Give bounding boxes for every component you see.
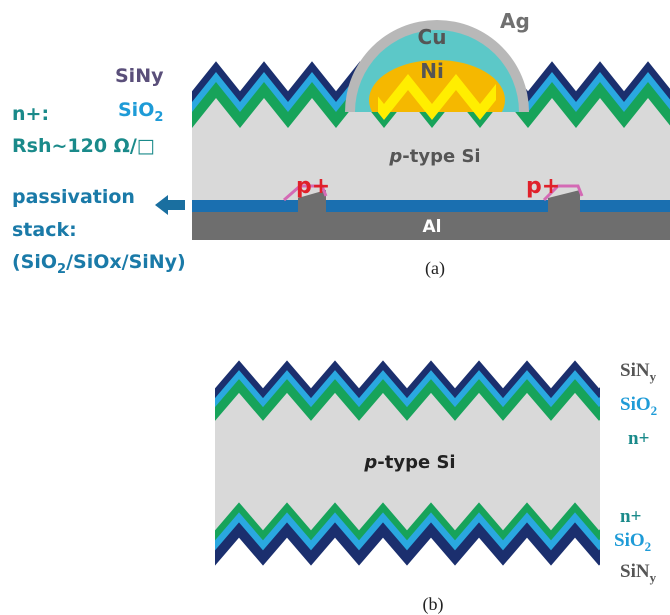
siny-label: SiNy [115,65,164,87]
n-plus-label: n+ [620,506,641,527]
al-label: Al [423,217,442,237]
rsh-label: Rsh~120 Ω/□ [12,135,155,157]
panel-a-layers [140,20,670,240]
text: -type Si [377,452,455,473]
cu-label: Cu [418,25,447,49]
caption: (b) [423,594,444,615]
subscript: 2 [651,403,658,418]
text: SiN [620,561,650,582]
passivation-layer [192,200,670,212]
bulk-label: p-type Si [363,452,455,473]
text: SiO [620,394,651,415]
arrow [155,195,185,215]
bulk-label: p-type Si [388,146,480,167]
text: SiN [620,360,650,381]
n-plus-label: n+ [628,428,649,449]
diagram: Ag Cu Ni SiNy SiO2 n+: Rsh~120 Ω/□ passi… [0,0,670,615]
stack-label: stack: [12,219,77,241]
text: SiO [614,530,645,551]
caption: (a) [425,258,445,279]
text: -type Si [402,146,480,167]
subscript: y [650,570,657,585]
text: p [388,146,402,167]
sio2-label: SiO2 [118,99,163,125]
page: Ag Cu Ni SiNy SiO2 n+: Rsh~120 Ω/□ passi… [0,0,670,615]
n-plus-label: n+: [12,103,49,125]
passivation-label: passivation [12,186,135,208]
subscript: y [650,369,657,384]
subscript: 2 [645,539,652,554]
ag-label: Ag [500,9,530,33]
p-plus-label: p+ [296,174,330,199]
text: p [363,452,377,473]
siny-label: SiNy [620,561,657,585]
sio2-label: SiO2 [620,394,657,418]
p-plus-label: p+ [526,174,560,199]
ni-label: Ni [420,59,444,83]
text: /SiOx/SiNy) [66,251,186,273]
text: SiO [118,99,154,121]
subscript: 2 [57,262,66,277]
siny-label: SiNy [620,360,657,384]
text: (SiO [12,251,57,273]
subscript: 2 [154,110,163,125]
stack-composition: (SiO2/SiOx/SiNy) [12,251,186,277]
sio2-label: SiO2 [614,530,651,554]
